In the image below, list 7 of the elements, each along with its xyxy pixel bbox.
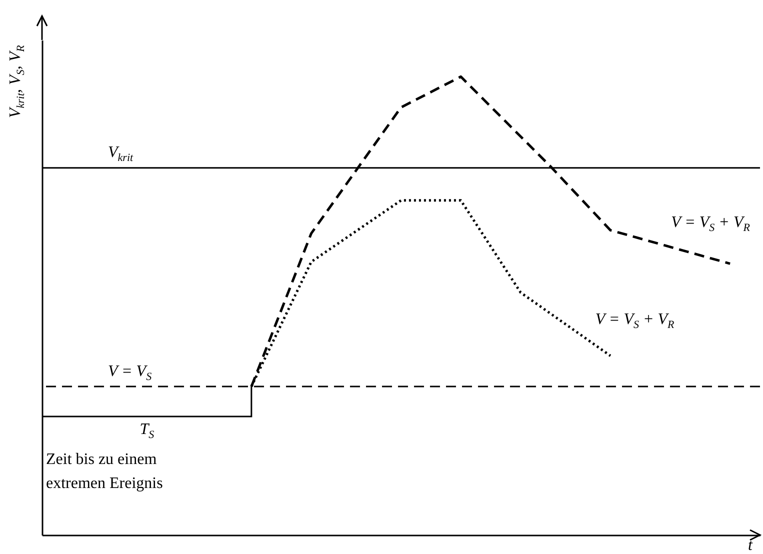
annotation: T$_{S}$ bbox=[140, 420, 154, 443]
series-label: V = V$_{S}$ + V$_{R}$ bbox=[595, 310, 674, 333]
ref-line-label: V$_{krit}$ bbox=[108, 144, 134, 166]
x-axis-title: t bbox=[748, 537, 752, 554]
series-label: V = V$_{S}$ + V$_{R}$ bbox=[671, 214, 750, 236]
annotation: Zeit bis zu einem extremen Ereignis bbox=[46, 450, 164, 494]
ref-line-label: V = V$_{S}$ bbox=[108, 362, 152, 385]
